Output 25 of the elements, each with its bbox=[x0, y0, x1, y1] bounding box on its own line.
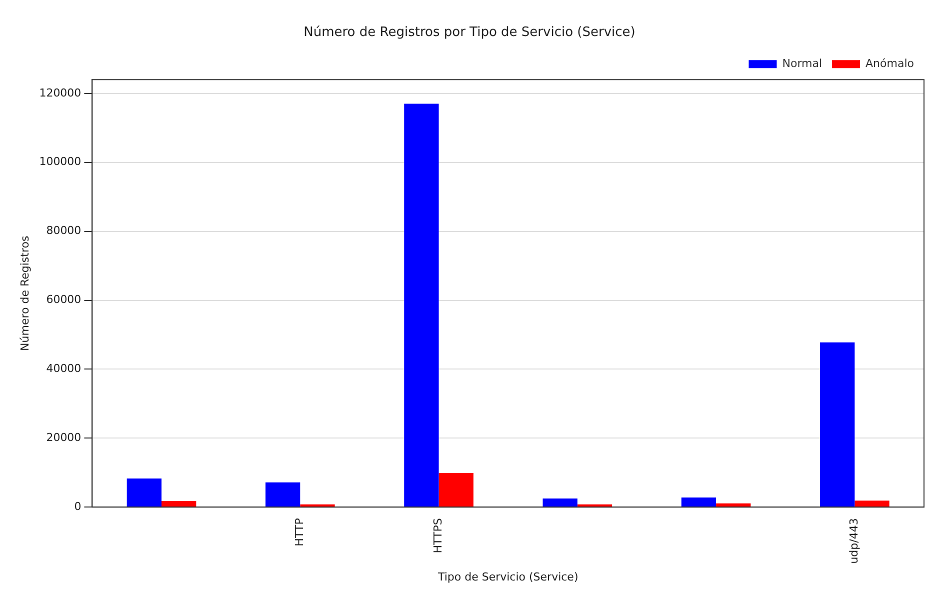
bar bbox=[265, 482, 300, 507]
legend-label: Normal bbox=[782, 56, 822, 70]
legend-label: Anómalo bbox=[866, 56, 914, 70]
y-axis-title: Número de Registros bbox=[18, 236, 32, 351]
bar bbox=[716, 503, 751, 507]
bar bbox=[404, 104, 439, 507]
y-tick-label: 60000 bbox=[46, 293, 82, 306]
bar bbox=[126, 478, 162, 507]
bar bbox=[438, 473, 474, 507]
y-tick-label: 100000 bbox=[39, 155, 82, 168]
bar bbox=[854, 500, 890, 507]
x-axis-title: Tipo de Servicio (Service) bbox=[436, 570, 578, 584]
x-tick-label: HTTP bbox=[293, 518, 306, 546]
y-tick-label: 40000 bbox=[46, 362, 82, 376]
bar bbox=[820, 342, 855, 507]
y-tick-label: 20000 bbox=[46, 431, 82, 444]
x-tick-label: HTTPS bbox=[432, 518, 445, 554]
bar bbox=[162, 500, 196, 507]
bar bbox=[542, 498, 578, 507]
chart-title: Número de Registros por Tipo de Servicio (Service) bbox=[304, 25, 636, 40]
x-tick-label: udp/443 bbox=[848, 518, 861, 564]
y-tick-label: 80000 bbox=[46, 224, 82, 238]
y-tick-label: 120000 bbox=[39, 86, 82, 100]
y-tick-label: 0 bbox=[74, 500, 82, 514]
bar bbox=[681, 498, 716, 507]
